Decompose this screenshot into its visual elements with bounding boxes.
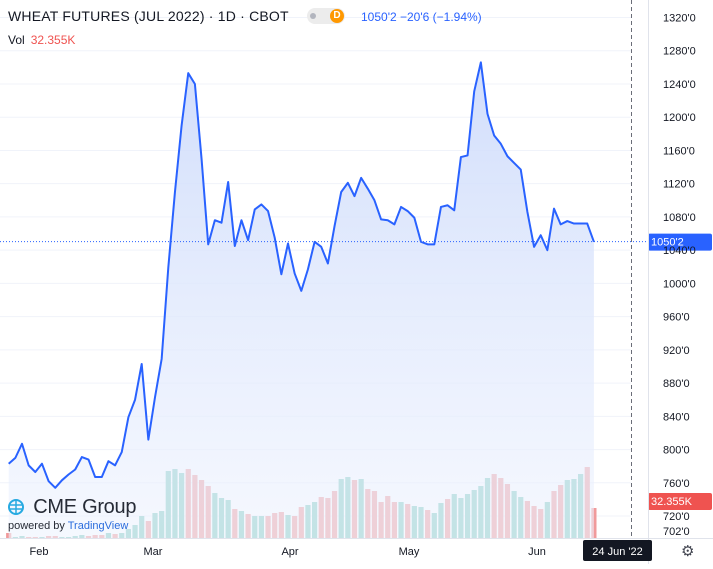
last-price-badge: [648, 233, 712, 251]
y-tick-label-7: 1040'0: [663, 245, 696, 257]
powered-by-line: powered by TradingView: [8, 520, 136, 532]
price-area: [8, 62, 594, 539]
y-tick-label-13: 800'0: [663, 445, 690, 457]
settings-gear-icon[interactable]: ⚙: [681, 543, 695, 560]
price-axis: 1320'0 1280'0 1240'0 1200'0 1160'0 1120'0 1080…: [663, 13, 696, 539]
y-tick-label-8: 1000'0: [663, 278, 696, 290]
cme-group-logo: CME Group: [8, 496, 136, 519]
crosshair-date-badge: [583, 540, 652, 561]
y-tick-label-5: 1120'0: [663, 179, 695, 191]
x-tick-label-1: Mar: [144, 546, 163, 558]
tradingview-name: TradingView: [67, 520, 129, 532]
cme-group-name: CME Group: [33, 496, 137, 518]
price-quote: 1050'2 −20'6 (−1.94%): [361, 10, 482, 24]
y-tick-label-9: 960'0: [663, 312, 690, 324]
y-tick-label-6: 1080'0: [663, 212, 696, 224]
last-price-label: 1050'2: [651, 237, 684, 249]
y-tick-label-4: 1160'0: [663, 145, 695, 157]
time-axis: Feb Mar Apr May Jun: [30, 546, 546, 558]
y-tick-label-1: 1280'0: [663, 46, 696, 58]
y-tick-label-2: 1240'0: [663, 79, 696, 91]
x-tick-label-3: May: [399, 546, 420, 558]
volume-legend[interactable]: Vol 32.355K: [8, 33, 75, 47]
y-tick-label-12: 840'0: [663, 411, 690, 423]
delayed-data-badge[interactable]: D: [330, 9, 344, 23]
y-tick-label-3: 1200'0: [663, 112, 696, 124]
globe-icon: [8, 499, 24, 515]
y-tick-label-10: 920'0: [663, 345, 690, 357]
cme-tradingview-logo[interactable]: CME Group powered by TradingView: [8, 496, 136, 532]
symbol-title[interactable]: WHEAT FUTURES (JUL 2022) · 1D · CBOT: [8, 8, 289, 24]
x-tick-label-2: Apr: [281, 546, 298, 558]
x-tick-label-0: Feb: [30, 546, 49, 558]
price-line-path: [8, 61, 595, 489]
y-tick-label-0: 1320'0: [663, 13, 696, 25]
volume-value-badge: [648, 493, 712, 510]
price-area-fill: [8, 62, 594, 539]
toggle-dot-icon: [310, 13, 316, 19]
y-tick-label-11: 880'0: [663, 378, 690, 390]
x-tick-label-4: Jun: [528, 546, 546, 558]
price-line: [8, 61, 595, 489]
powered-by-text: powered by: [8, 520, 65, 532]
y-tick-label-15: 720'0: [663, 511, 690, 523]
volume-value: 32.355K: [30, 33, 76, 47]
volume-value-label: 32.355K: [651, 496, 693, 508]
y-tick-label-14: 760'0: [663, 478, 690, 490]
crosshair-date-label: 24 Jun '22: [592, 546, 642, 558]
y-tick-label-16: 702'0: [663, 526, 690, 538]
visibility-toggle[interactable]: D: [307, 8, 345, 24]
volume-label: Vol: [8, 33, 25, 47]
